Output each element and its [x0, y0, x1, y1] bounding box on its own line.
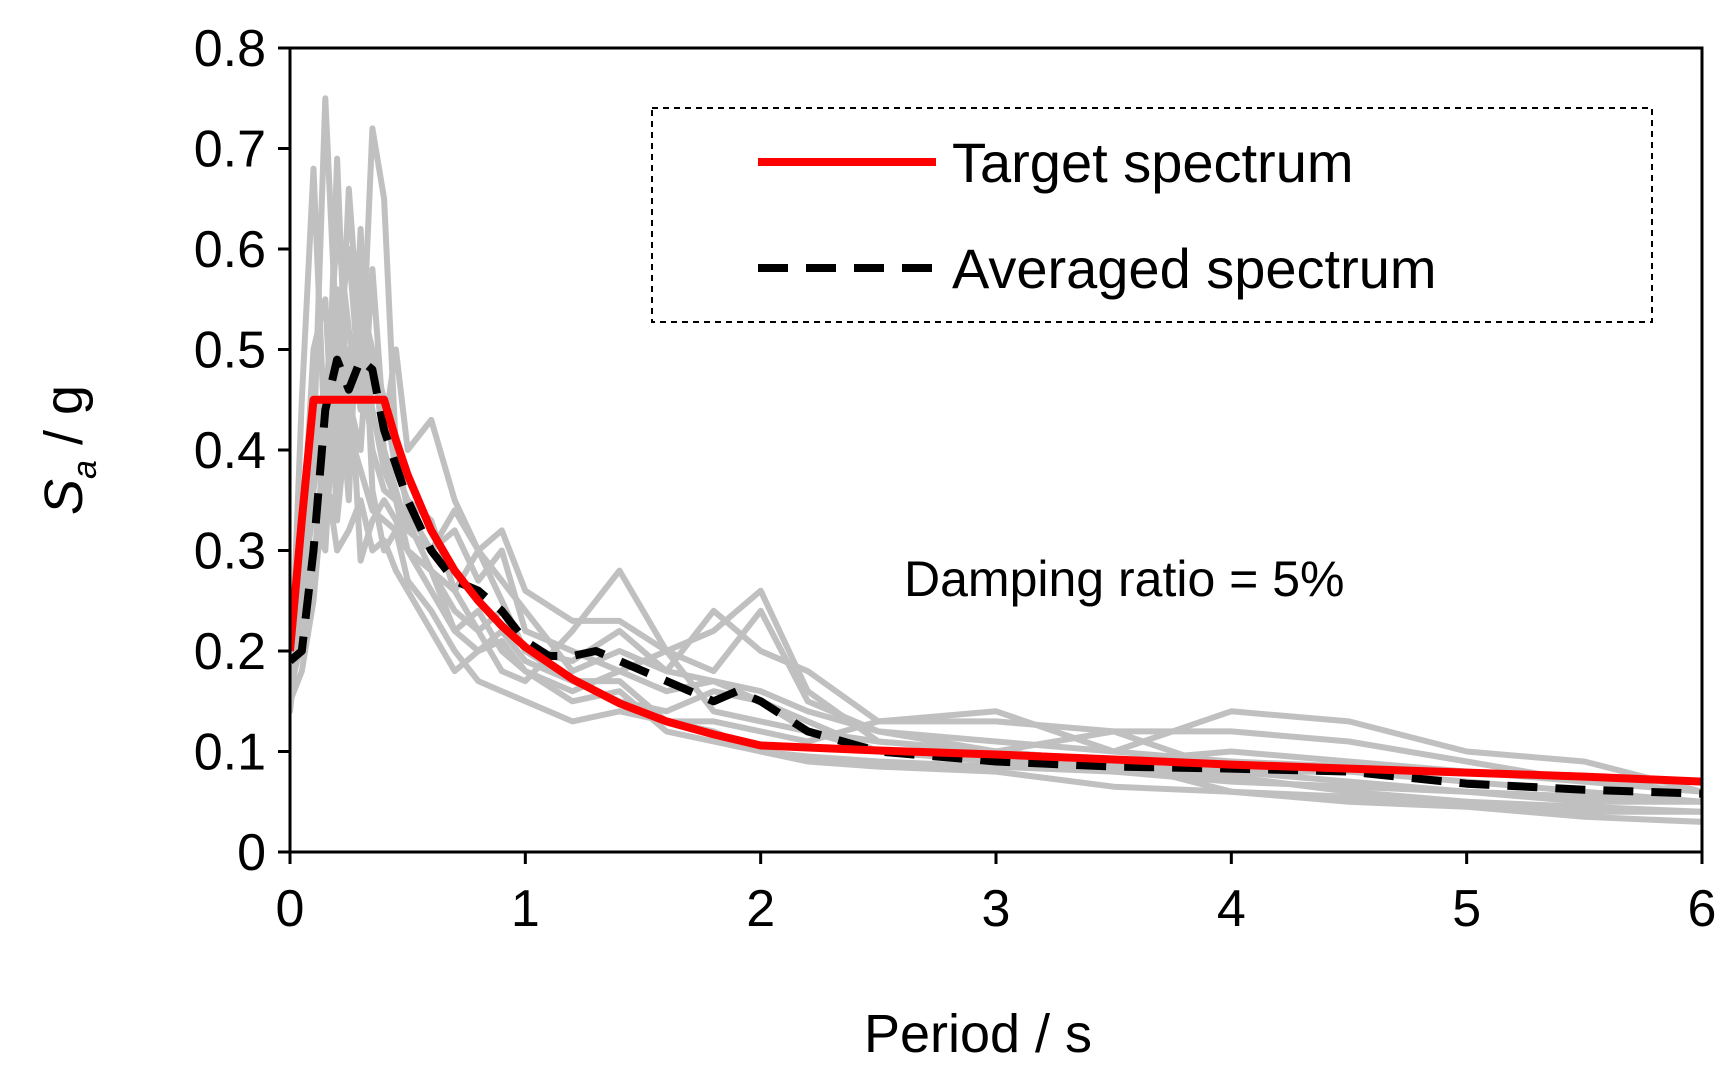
y-axis-title-sub: a: [66, 460, 104, 479]
y-axis-title: Sa / g: [34, 385, 104, 515]
y-tick-label-0: 0: [237, 824, 266, 882]
y-tick-label-0.3: 0.3: [194, 523, 266, 581]
record-spectrum-line-7: [290, 467, 1702, 805]
x-tick-label-6: 6: [1688, 880, 1717, 938]
damping-annotation: Damping ratio = 5%: [904, 551, 1345, 607]
ticks-layer: 0 1 2 3 4 5 6 0 0.1 0.2 0.3 0.4 0.5 0.6 0.7 0.8: [194, 20, 1717, 938]
y-tick-label-0.8: 0.8: [194, 20, 266, 78]
y-tick-label-0.1: 0.1: [194, 724, 266, 782]
y-tick-label-0.6: 0.6: [194, 221, 266, 279]
y-tick-label-0.4: 0.4: [194, 422, 266, 480]
record-spectrum-line-8: [290, 225, 1702, 795]
target-spectrum-line: [290, 395, 1702, 786]
x-tick-label-3: 3: [982, 880, 1011, 938]
legend-target-label: Target spectrum: [952, 131, 1354, 194]
x-tick-label-2: 2: [746, 880, 775, 938]
x-tick-label-5: 5: [1452, 880, 1481, 938]
y-tick-label-0.7: 0.7: [194, 121, 266, 179]
x-tick-label-4: 4: [1217, 880, 1246, 938]
series-layer: [290, 355, 1702, 798]
legend: Target spectrum Averaged spectrum: [651, 107, 1653, 323]
y-axis-title-main: S: [34, 479, 94, 515]
averaged-spectrum-line: [290, 355, 1702, 798]
x-tick-label-1: 1: [511, 880, 540, 938]
x-axis-title: Period / s: [864, 1004, 1092, 1064]
record-spectrum-line-5: [290, 225, 1702, 825]
legend-box: [651, 107, 1653, 323]
legend-averaged-label: Averaged spectrum: [952, 237, 1437, 300]
y-tick-label-0.2: 0.2: [194, 623, 266, 681]
y-tick-label-0.5: 0.5: [194, 322, 266, 380]
x-tick-label-0: 0: [276, 880, 305, 938]
y-axis-title-rest: / g: [34, 385, 94, 460]
